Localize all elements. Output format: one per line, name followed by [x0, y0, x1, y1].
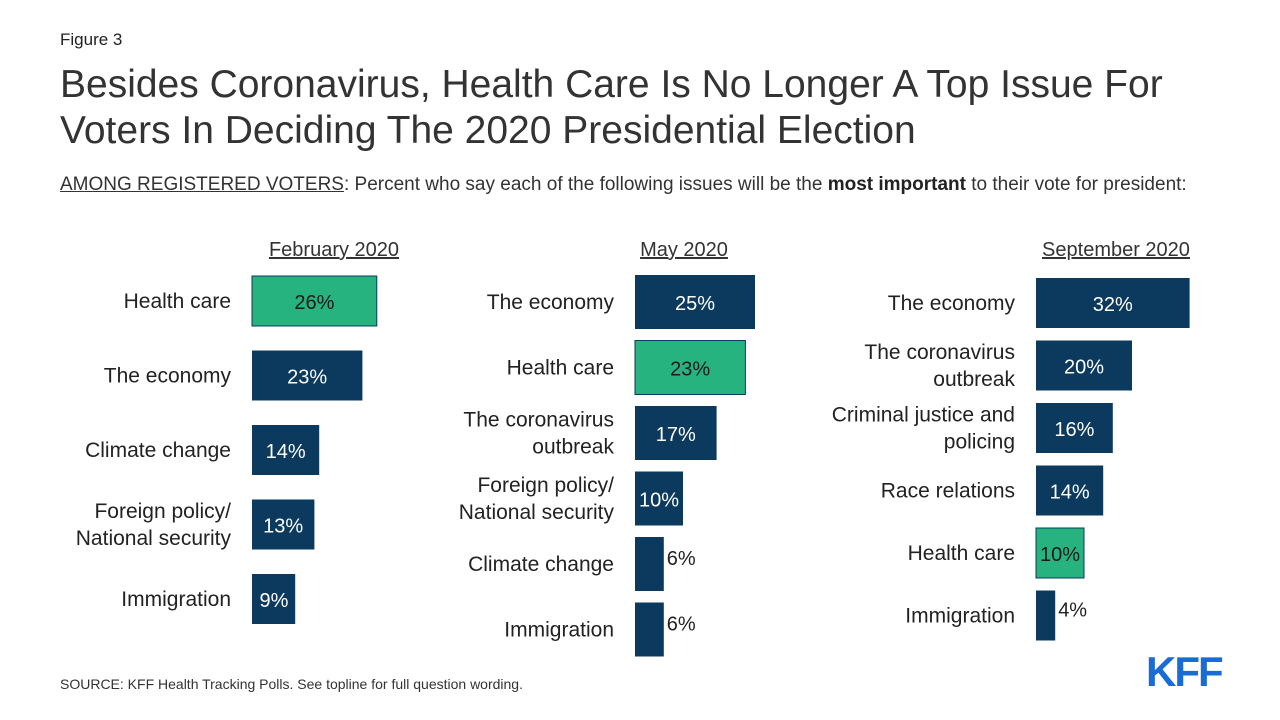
bar [252, 350, 363, 401]
bar [252, 425, 320, 475]
value-label: 26% [294, 292, 334, 314]
value-label: 20% [1064, 357, 1104, 379]
panel-title: February 2020 [269, 239, 399, 261]
bar [252, 499, 315, 550]
bar [635, 471, 683, 526]
value-label: 32% [1093, 294, 1133, 316]
bar [1035, 527, 1085, 579]
bar [1036, 340, 1132, 391]
chart-title: Besides Coronavirus, Health Care Is No L… [60, 63, 1163, 152]
category-label: Criminal justice and policing [832, 404, 1015, 454]
bar [635, 602, 664, 657]
bar [1036, 465, 1104, 516]
bar [1036, 278, 1190, 328]
category-label: Climate change [468, 553, 614, 576]
category-label: Immigration [504, 619, 614, 642]
category-label: Immigration [121, 588, 231, 611]
category-label: Immigration [905, 605, 1015, 628]
bar [1036, 403, 1113, 453]
subtitle-emphasis: most important [827, 174, 966, 195]
category-label: The economy [888, 292, 1016, 315]
category-label: Health care [507, 357, 614, 380]
bar [635, 406, 717, 460]
kff-logo: KFF [1146, 648, 1224, 695]
subtitle-text-before: : Percent who say each of the following … [343, 174, 828, 195]
figure-label: Figure 3 [60, 30, 123, 49]
category-label: Foreign policy/National security [459, 474, 615, 524]
bar [251, 275, 378, 327]
category-label: The economy [104, 365, 232, 388]
category-label: Climate change [85, 439, 231, 462]
bar [252, 574, 296, 624]
value-label: 14% [266, 441, 306, 463]
category-label: The coronavirus outbreak [864, 341, 1015, 391]
value-label: 4% [1058, 600, 1087, 622]
value-label: 17% [656, 424, 696, 446]
bar [635, 275, 755, 329]
value-label: 25% [675, 293, 715, 315]
bar [1036, 590, 1056, 641]
category-label: Race relations [881, 480, 1015, 503]
value-label: 10% [639, 490, 679, 512]
category-label: Health care [124, 290, 231, 313]
value-label: 6% [667, 614, 696, 636]
subtitle-population: AMONG REGISTERED VOTERS [60, 174, 344, 195]
subtitle-text-after: to their vote for president: [965, 174, 1187, 195]
category-label: The coronavirus outbreak [463, 409, 614, 459]
chart-subtitle: AMONG REGISTERED VOTERS: Percent who say… [60, 172, 1230, 197]
panel-title: September 2020 [1042, 239, 1190, 261]
value-label: 16% [1054, 419, 1094, 441]
category-label: Health care [908, 542, 1015, 565]
category-label: Foreign policy/National security [76, 500, 232, 550]
value-label: 23% [670, 359, 710, 381]
value-label: 14% [1050, 482, 1090, 504]
bar [634, 340, 746, 395]
category-label: The economy [487, 291, 615, 314]
value-label: 23% [287, 367, 327, 389]
panel-title: May 2020 [640, 239, 728, 261]
source-note: SOURCE: KFF Health Tracking Polls. See t… [60, 676, 523, 692]
value-label: 9% [260, 590, 289, 612]
value-label: 10% [1040, 544, 1080, 566]
value-label: 13% [263, 516, 303, 538]
bar [635, 537, 664, 591]
value-label: 6% [667, 548, 696, 570]
